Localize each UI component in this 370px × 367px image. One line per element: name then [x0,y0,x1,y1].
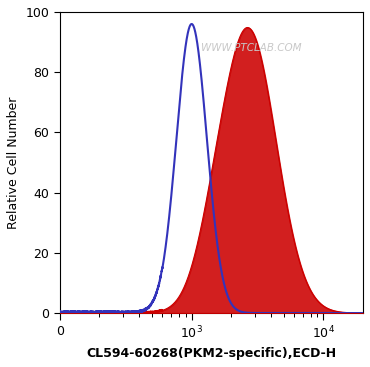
X-axis label: CL594-60268(PKM2-specific),ECD-H: CL594-60268(PKM2-specific),ECD-H [86,347,336,360]
Y-axis label: Relative Cell Number: Relative Cell Number [7,96,20,229]
Text: WWW.PTCLAB.COM: WWW.PTCLAB.COM [201,43,301,53]
